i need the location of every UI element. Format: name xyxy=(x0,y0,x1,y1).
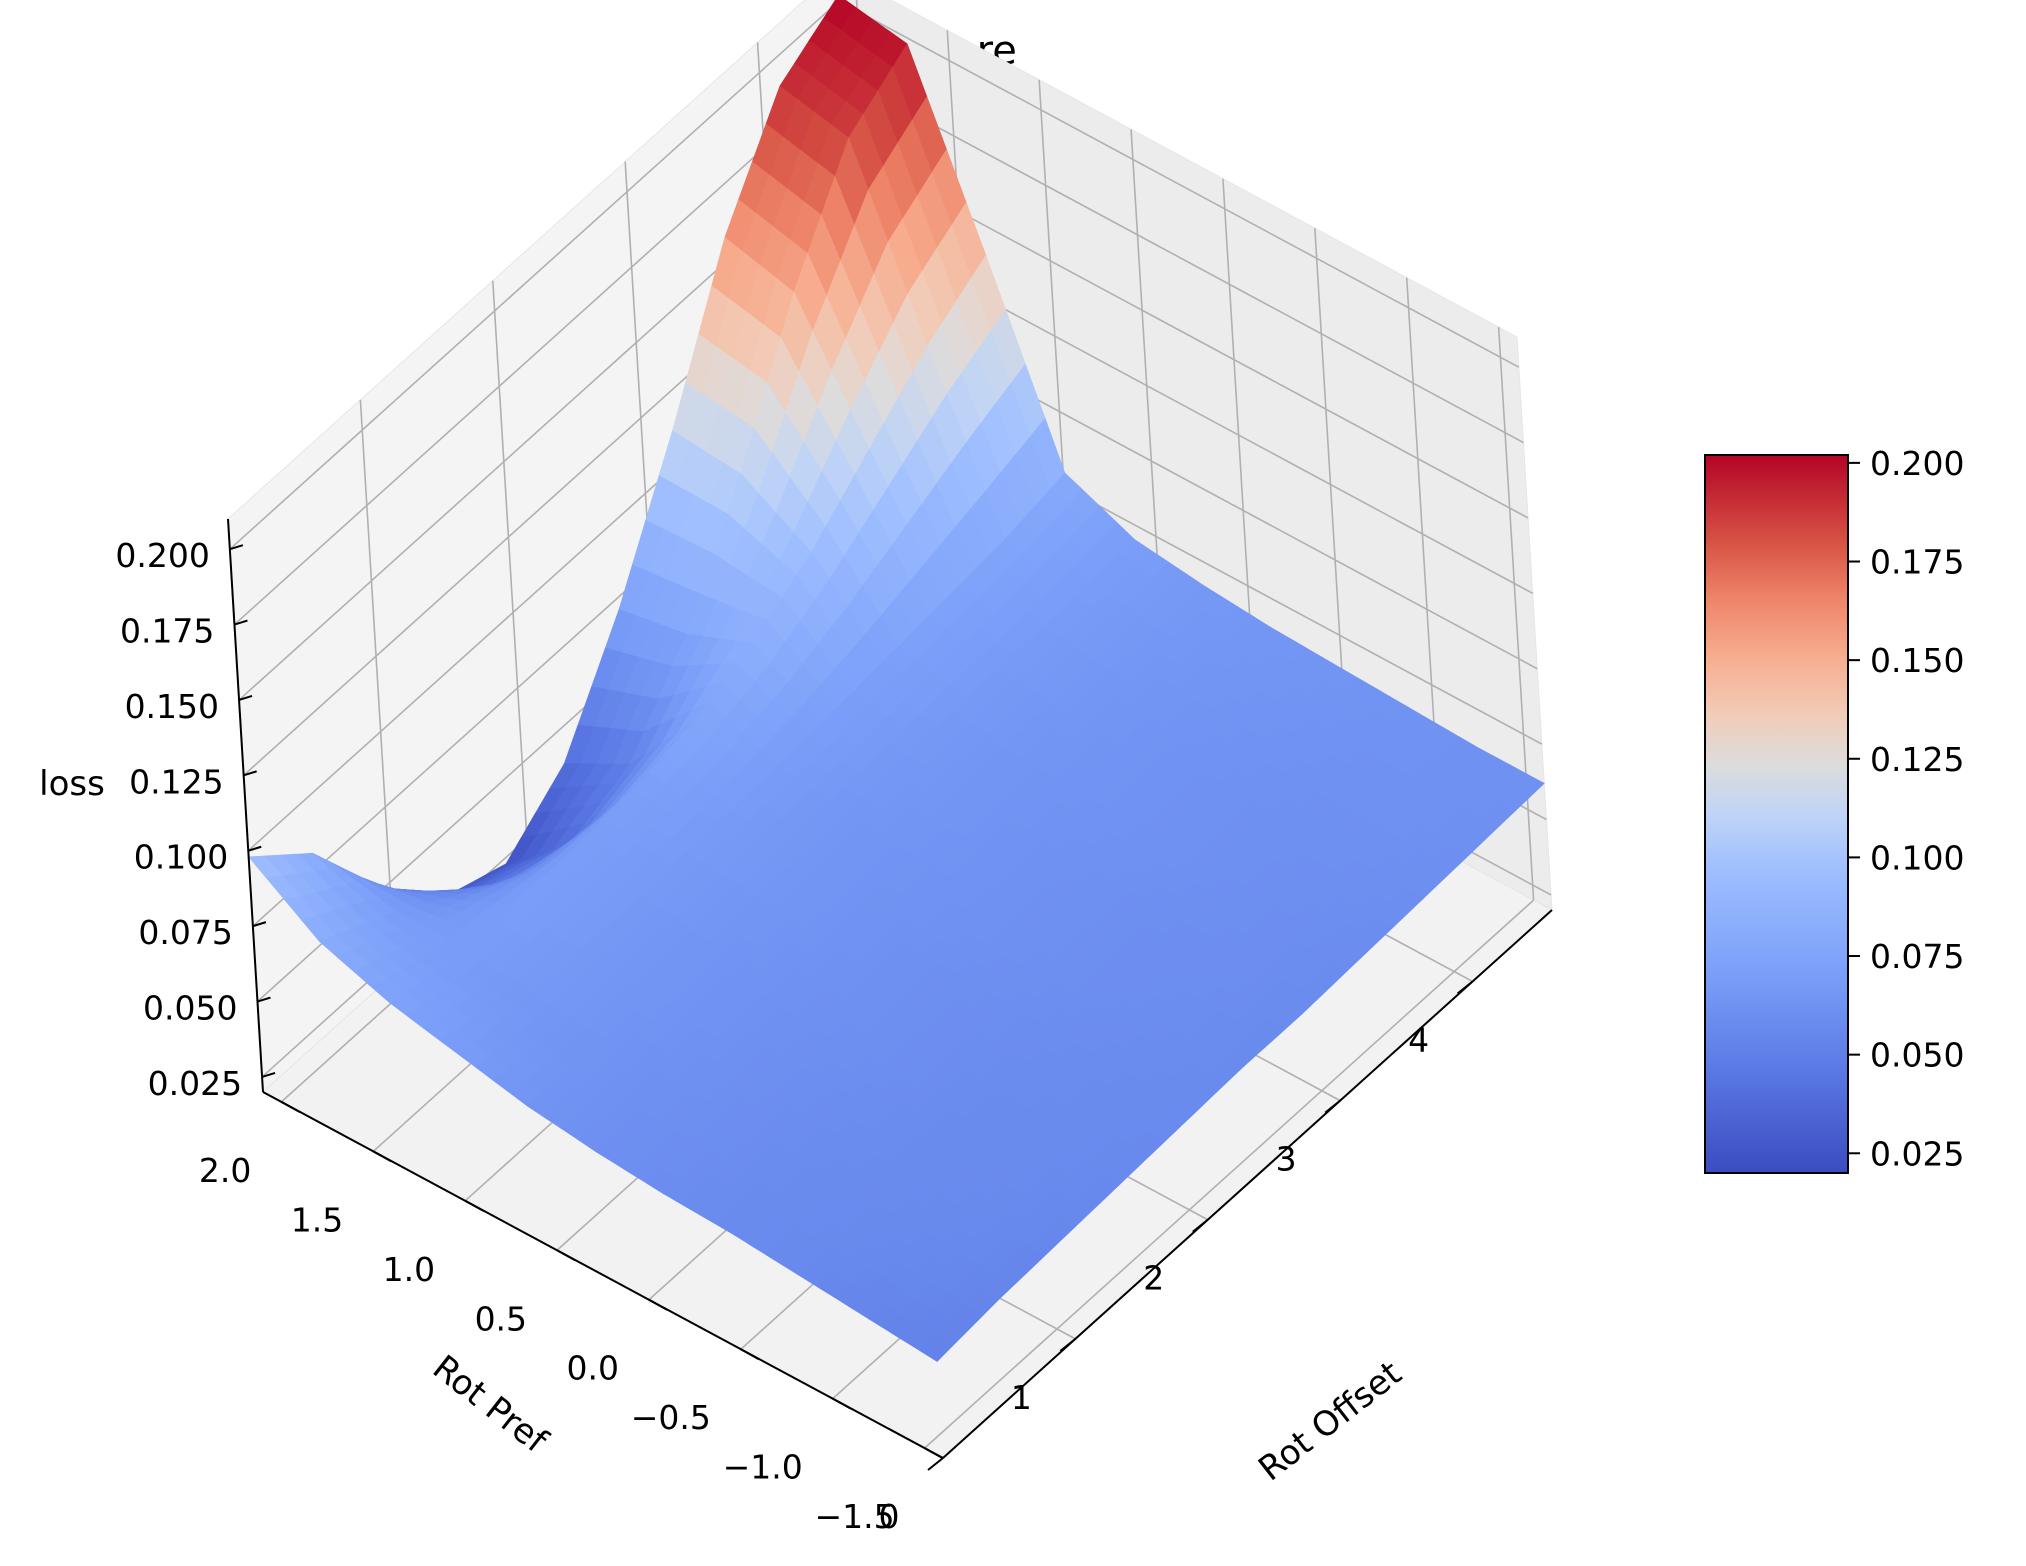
colorbar-ticks: 0.025 0.050 0.075 0.100 0.125 0.150 0.175 0.200 xyxy=(1848,444,1964,1173)
y-tick-label: 2.0 xyxy=(199,1151,251,1190)
z-tick-mark xyxy=(261,1071,276,1078)
colorbar-tick-label: 0.125 xyxy=(1870,740,1964,779)
x-tick-label: 4 xyxy=(1408,1020,1429,1059)
y-tick-mark xyxy=(832,1397,852,1410)
y-tick-label: −1.5 xyxy=(814,1497,894,1536)
z-axis-label: loss xyxy=(39,764,105,804)
grid-line-x xyxy=(359,399,397,973)
z-axis-line xyxy=(227,518,264,1093)
z-tick-label: 0.175 xyxy=(120,612,214,651)
x-axis-line xyxy=(942,909,1553,1459)
colorbar: 0.025 0.050 0.075 0.100 0.125 0.150 0.175 0.200 xyxy=(1704,444,1964,1174)
y-tick-label: −0.5 xyxy=(631,1398,711,1437)
colorbar-tick-label: 0.025 xyxy=(1870,1134,1964,1173)
x-axis-label: Rot Offset xyxy=(1251,1353,1409,1489)
z-tick-label: 0.100 xyxy=(134,838,228,877)
grid-line-z xyxy=(233,75,844,626)
z-tick-mark xyxy=(257,996,271,1003)
z-tick-label: 0.075 xyxy=(138,913,232,952)
x-tick-mark xyxy=(1059,1338,1077,1352)
z-tick-label: 0.050 xyxy=(143,989,237,1028)
y-tick-mark xyxy=(280,1101,300,1113)
colorbar-tick-label: 0.200 xyxy=(1870,444,1964,483)
x-tick-mark xyxy=(1192,1218,1209,1233)
x-tick-label: 1 xyxy=(1011,1378,1032,1417)
y-tick-mark xyxy=(464,1199,484,1212)
z-tick-mark xyxy=(234,619,248,626)
colorbar-tick-label: 0.175 xyxy=(1870,543,1964,582)
loss-surface xyxy=(247,0,1545,1362)
x-tick-label: 3 xyxy=(1276,1140,1297,1179)
z-tick-mark xyxy=(243,770,257,777)
z-tick-label: 0.150 xyxy=(125,687,219,726)
z-tick-mark xyxy=(247,845,262,852)
x-tick-mark xyxy=(927,1457,944,1471)
grid-line-z xyxy=(843,75,1524,444)
x-tick-label: 2 xyxy=(1143,1259,1164,1298)
y-tick-mark xyxy=(372,1150,392,1163)
y-tick-mark xyxy=(648,1298,668,1311)
axis-ticks: 0 1 2 3 4 −1.5 −1.0 −0.5 0.0 0.5 1.0 1.5 2.0 0.025 0.0… xyxy=(115,536,1474,1536)
surface-patch xyxy=(919,1335,953,1362)
grid-line-z xyxy=(229,0,840,550)
z-tick-label: 0.025 xyxy=(148,1064,242,1103)
y-tick-label: 1.0 xyxy=(383,1250,435,1289)
y-tick-mark xyxy=(924,1447,944,1459)
x-tick-mark xyxy=(1324,1099,1341,1114)
grid-line-x xyxy=(491,280,529,854)
z-tick-mark xyxy=(238,694,253,701)
y-tick-label: 0.0 xyxy=(566,1349,618,1388)
x-tick-label: 0 xyxy=(879,1497,900,1536)
z-tick-label: 0.200 xyxy=(115,536,209,575)
x-tick-mark xyxy=(1456,980,1474,995)
grid-line-y xyxy=(924,899,1535,1449)
grid-line-z xyxy=(838,0,1520,368)
y-tick-label: −1.0 xyxy=(723,1448,803,1487)
colorbar-tick-label: 0.100 xyxy=(1870,838,1964,877)
z-tick-label: 0.125 xyxy=(129,762,223,801)
y-tick-mark xyxy=(740,1348,760,1361)
z-tick-mark xyxy=(229,544,244,551)
y-axis-label: Rot Pref xyxy=(425,1348,555,1462)
z-tick-mark xyxy=(252,921,267,928)
y-tick-label: 0.5 xyxy=(475,1299,527,1338)
colorbar-tick-label: 0.050 xyxy=(1870,1036,1964,1075)
y-tick-mark xyxy=(556,1249,576,1262)
colorbar-tick-label: 0.150 xyxy=(1870,641,1964,680)
grid-line-y xyxy=(1497,327,1535,901)
colorbar-tick-label: 0.075 xyxy=(1870,937,1964,976)
colorbar-fill xyxy=(1704,454,1849,1174)
y-tick-label: 1.5 xyxy=(291,1200,343,1239)
